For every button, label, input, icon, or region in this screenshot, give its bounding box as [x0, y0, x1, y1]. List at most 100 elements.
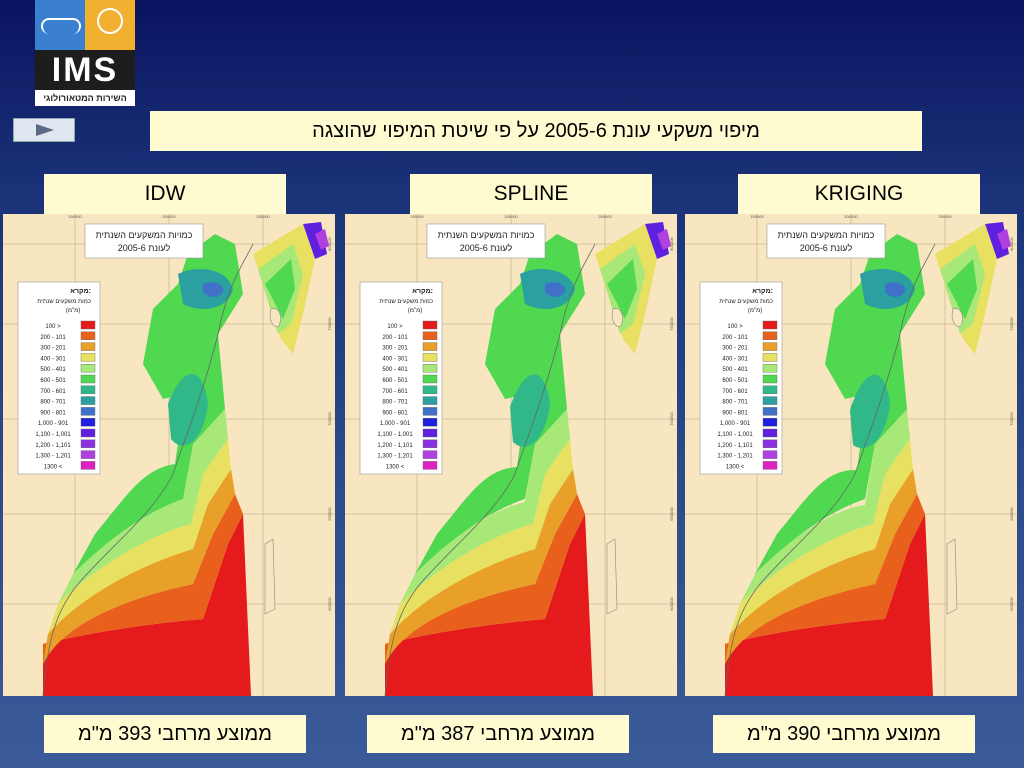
legend-swatch — [762, 407, 778, 416]
legend-swatch — [422, 450, 438, 459]
legend-label: 600 - 501 — [722, 378, 748, 384]
legend-label: 500 - 401 — [40, 367, 66, 373]
legend-label: 1,000 - 901 — [720, 421, 751, 427]
legend-swatch — [422, 353, 438, 362]
legend-swatch — [762, 461, 778, 470]
legend-swatch — [422, 374, 438, 384]
sun-disc — [97, 8, 123, 34]
legend-label: 1,100 - 1,001 — [717, 432, 753, 438]
legend-label: 600 - 501 — [40, 378, 66, 384]
svg-text:700000: 700000 — [1009, 412, 1014, 426]
svg-text:(מ"מ): (מ"מ) — [66, 308, 80, 314]
legend-swatch — [762, 385, 778, 395]
logo-subtitle: השירות המטאורולוגי — [35, 90, 135, 106]
svg-text:750000: 750000 — [327, 317, 332, 331]
precipitation-map: 150000 200000 250000 800000 750000 700000 6500… — [685, 214, 1017, 696]
legend-label: 1,000 - 901 — [38, 421, 69, 427]
legend-swatch — [80, 353, 96, 362]
svg-text:200000: 200000 — [504, 214, 518, 219]
legend-swatch — [80, 331, 96, 341]
svg-text:מקרא:: מקרא: — [412, 288, 433, 295]
svg-text:600000: 600000 — [1009, 597, 1014, 611]
legend-label: 1,300 - 1,201 — [35, 454, 71, 460]
map-spline: 150000 200000 250000 800000 750000 700000 6500… — [345, 214, 677, 696]
legend-label: 300 - 201 — [40, 346, 66, 352]
svg-text:(מ"מ): (מ"מ) — [748, 308, 762, 314]
legend-swatch — [762, 342, 778, 351]
legend-label: 1,100 - 1,001 — [377, 432, 413, 438]
legend-label: 900 - 801 — [40, 410, 66, 416]
legend-swatch — [422, 439, 438, 449]
legend-swatch — [762, 428, 778, 438]
legend-label: 500 - 401 — [722, 367, 748, 373]
legend-label: 400 - 301 — [722, 356, 748, 362]
legend-label: 300 - 201 — [382, 346, 408, 352]
legend-label: 400 - 301 — [40, 356, 66, 362]
legend-swatch — [80, 320, 96, 330]
svg-text:כמות משקעים שנתית: כמות משקעים שנתית — [719, 299, 773, 305]
svg-text:כמות משקעים שנתית: כמות משקעים שנתית — [37, 299, 91, 305]
legend-swatch — [762, 450, 778, 459]
legend-swatch — [422, 407, 438, 416]
legend-label: 1,000 - 901 — [380, 421, 411, 427]
legend-swatch — [422, 396, 438, 405]
legend-label: 100 > — [387, 324, 403, 330]
legend-label: 500 - 401 — [382, 367, 408, 373]
legend-label: 700 - 601 — [722, 389, 748, 395]
legend-swatch — [422, 342, 438, 351]
method-label-kriging: KRIGING — [738, 174, 980, 214]
svg-text:250000: 250000 — [938, 214, 952, 219]
play-button[interactable] — [13, 118, 75, 142]
legend-label: 900 - 801 — [722, 410, 748, 416]
legend-label: 200 - 101 — [722, 335, 748, 341]
legend-swatch — [422, 461, 438, 470]
method-label-spline: SPLINE — [410, 174, 652, 214]
svg-text:מקרא:: מקרא: — [752, 288, 773, 295]
map-idw: 150000 200000 250000 800000 750000 700000 6500… — [3, 214, 335, 696]
svg-text:150000: 150000 — [410, 214, 424, 219]
legend-label: 100 > — [45, 324, 61, 330]
svg-text:לעונת 2005-6: לעונת 2005-6 — [118, 243, 171, 253]
svg-text:700000: 700000 — [669, 412, 674, 426]
legend-label: 1300 < — [44, 464, 63, 470]
legend-swatch — [80, 396, 96, 405]
legend-swatch — [80, 385, 96, 395]
average-kriging: ממוצע מרחבי 390 מ"מ — [713, 715, 975, 753]
legend-swatch — [422, 320, 438, 330]
legend-label: 800 - 701 — [40, 400, 66, 406]
legend-swatch — [762, 320, 778, 330]
svg-text:לעונת 2005-6: לעונת 2005-6 — [800, 243, 853, 253]
svg-text:750000: 750000 — [669, 317, 674, 331]
svg-text:800000: 800000 — [1009, 237, 1014, 251]
average-idw: ממוצע מרחבי 393 מ"מ — [44, 715, 306, 753]
svg-text:700000: 700000 — [327, 412, 332, 426]
svg-text:200000: 200000 — [844, 214, 858, 219]
legend-label: 200 - 101 — [40, 335, 66, 341]
svg-text:800000: 800000 — [669, 237, 674, 251]
legend-swatch — [762, 439, 778, 449]
svg-text:כמויות המשקעים השנתית: כמויות המשקעים השנתית — [438, 230, 535, 240]
svg-text:150000: 150000 — [68, 214, 82, 219]
svg-text:750000: 750000 — [1009, 317, 1014, 331]
logo-text: IMS — [35, 50, 135, 90]
legend-swatch — [80, 407, 96, 416]
legend-swatch — [762, 374, 778, 384]
ims-logo: IMS השירות המטאורולוגי — [35, 0, 135, 106]
legend-label: 1,200 - 1,101 — [717, 443, 753, 449]
legend-label: 100 > — [727, 324, 743, 330]
legend-label: 1,200 - 1,101 — [35, 443, 71, 449]
svg-text:250000: 250000 — [256, 214, 270, 219]
svg-text:מקרא:: מקרא: — [70, 288, 91, 295]
legend-label: 600 - 501 — [382, 378, 408, 384]
legend-label: 700 - 601 — [382, 389, 408, 395]
map-kriging: 150000 200000 250000 800000 750000 700000 6500… — [685, 214, 1017, 696]
svg-text:(מ"מ): (מ"מ) — [408, 308, 422, 314]
slide-title: מיפוי משקעי עונת 2005-6 על פי שיטת המיפו… — [150, 111, 922, 151]
legend-swatch — [422, 331, 438, 341]
svg-text:650000: 650000 — [327, 507, 332, 521]
legend-label: 700 - 601 — [40, 389, 66, 395]
legend-label: 1300 < — [386, 464, 405, 470]
legend-label: 1,200 - 1,101 — [377, 443, 413, 449]
svg-text:לעונת 2005-6: לעונת 2005-6 — [460, 243, 513, 253]
legend-swatch — [422, 385, 438, 395]
